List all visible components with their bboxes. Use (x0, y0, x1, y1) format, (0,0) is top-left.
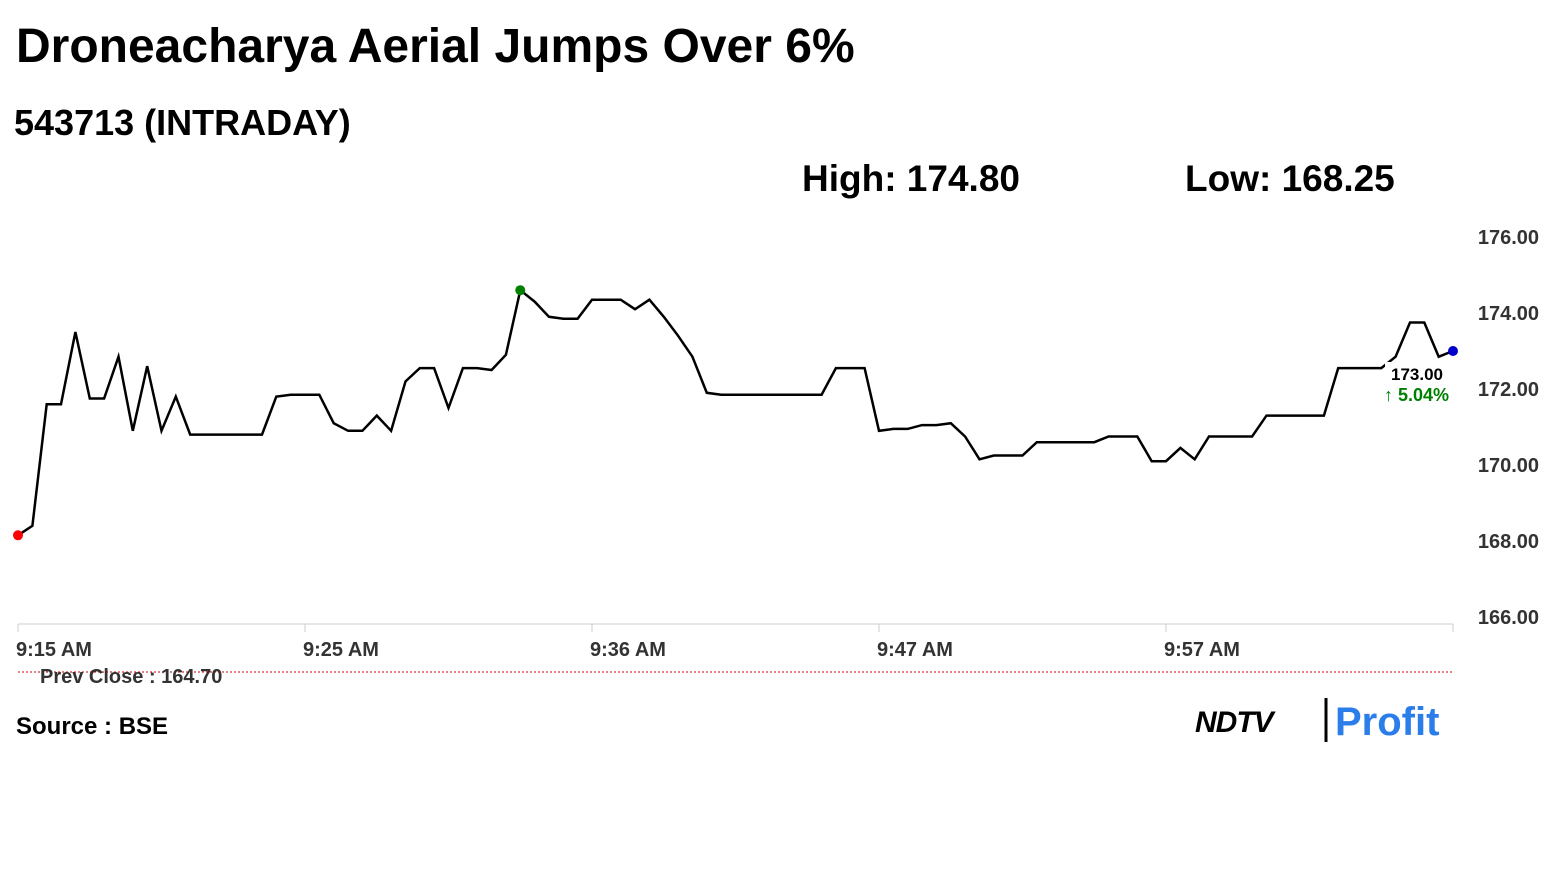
x-tick-label: 9:36 AM (590, 639, 666, 661)
x-tick-label: 9:57 AM (1164, 639, 1240, 661)
price-line (17, 287, 1454, 537)
brand-ndtv: NDTV (1195, 706, 1277, 739)
y-tick-label: 170.00 (1478, 455, 1539, 477)
y-tick-label: 166.00 (1478, 607, 1539, 629)
x-tick-label: 9:47 AM (877, 639, 953, 661)
x-tick-label: 9:25 AM (303, 639, 379, 661)
high-marker (515, 285, 526, 296)
brand-profit: Profit (1335, 700, 1439, 744)
last-value-label: 173.00 (1391, 365, 1443, 384)
chart-title: Droneacharya Aerial Jumps Over 6% (16, 20, 855, 73)
x-tick-label: 9:15 AM (16, 639, 92, 661)
y-tick-label: 172.00 (1478, 379, 1539, 401)
source: Source : BSE (16, 713, 168, 740)
chart-subtitle: 543713 (INTRADAY) (14, 102, 351, 143)
low-label: Low: 168.25 (1185, 158, 1395, 199)
y-tick-label: 174.00 (1478, 303, 1539, 325)
y-tick-label: 168.00 (1478, 531, 1539, 553)
y-tick-label: 176.00 (1478, 227, 1539, 249)
high-label: High: 174.80 (802, 158, 1020, 199)
prev-close-label: Prev Close : 164.70 (40, 666, 222, 688)
change-label: ↑ 5.04% (1384, 385, 1449, 405)
start-marker (13, 530, 23, 541)
last-label-box (1385, 362, 1449, 384)
end-marker (1448, 346, 1458, 356)
